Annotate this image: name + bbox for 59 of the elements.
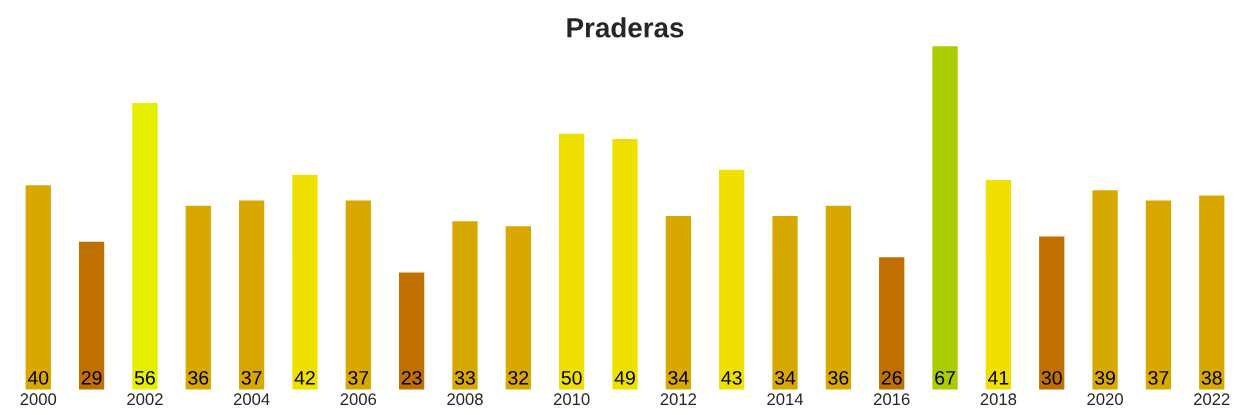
data-label: 30 <box>1041 370 1062 385</box>
x-tick-label: 2022 <box>1194 393 1230 406</box>
bar <box>344 199 373 391</box>
data-label: 29 <box>81 370 102 385</box>
data-label: 50 <box>561 370 582 385</box>
x-tick-label: 2000 <box>20 393 57 406</box>
bar <box>24 183 53 391</box>
data-label: 43 <box>721 370 742 385</box>
data-label: 33 <box>454 370 475 385</box>
data-label: 36 <box>828 370 849 385</box>
data-label: 49 <box>614 370 635 385</box>
x-tick-label: 2012 <box>660 393 697 406</box>
x-tick-label: 2004 <box>233 393 270 406</box>
bar <box>290 173 319 391</box>
data-label: 36 <box>188 370 209 385</box>
bar <box>984 178 1013 391</box>
data-label: 39 <box>1094 370 1115 385</box>
data-label: 37 <box>1148 370 1169 385</box>
bar <box>610 137 640 391</box>
x-tick-label: 2014 <box>767 393 804 406</box>
bar <box>557 132 586 391</box>
data-label: 37 <box>241 370 262 385</box>
data-label: 38 <box>1201 370 1222 385</box>
chart-title: Praderas <box>567 17 684 38</box>
bar <box>130 101 159 391</box>
data-label: 41 <box>988 371 1009 385</box>
data-label: 26 <box>881 370 902 385</box>
bar <box>664 214 693 391</box>
bar <box>717 168 746 391</box>
x-tick-label: 2002 <box>127 393 163 406</box>
x-tick-label: 2018 <box>980 393 1017 406</box>
bar <box>184 204 213 391</box>
bar <box>877 255 906 391</box>
data-label: 34 <box>668 370 689 385</box>
x-tick-label: 2006 <box>340 393 377 406</box>
bar <box>1037 235 1066 391</box>
bar <box>1197 194 1226 391</box>
bar <box>397 271 426 391</box>
bar <box>770 214 800 391</box>
bar <box>1091 188 1120 391</box>
data-label: 40 <box>27 370 49 385</box>
data-label: 34 <box>774 370 796 385</box>
bar <box>237 199 266 391</box>
bar <box>931 45 960 391</box>
data-label: 37 <box>348 370 369 385</box>
bar <box>504 224 533 391</box>
data-label: 56 <box>134 370 155 385</box>
data-label: 67 <box>935 370 955 385</box>
data-label: 42 <box>294 370 315 385</box>
data-label: 32 <box>508 370 529 385</box>
bar <box>450 219 480 391</box>
data-label: 23 <box>401 370 422 385</box>
x-tick-label: 2016 <box>874 393 910 406</box>
x-tick-label: 2008 <box>447 393 483 406</box>
bar <box>77 240 106 391</box>
bar <box>1144 199 1173 391</box>
x-tick-label: 2010 <box>553 393 590 406</box>
x-tick-label: 2020 <box>1087 393 1123 406</box>
bar <box>824 204 853 391</box>
